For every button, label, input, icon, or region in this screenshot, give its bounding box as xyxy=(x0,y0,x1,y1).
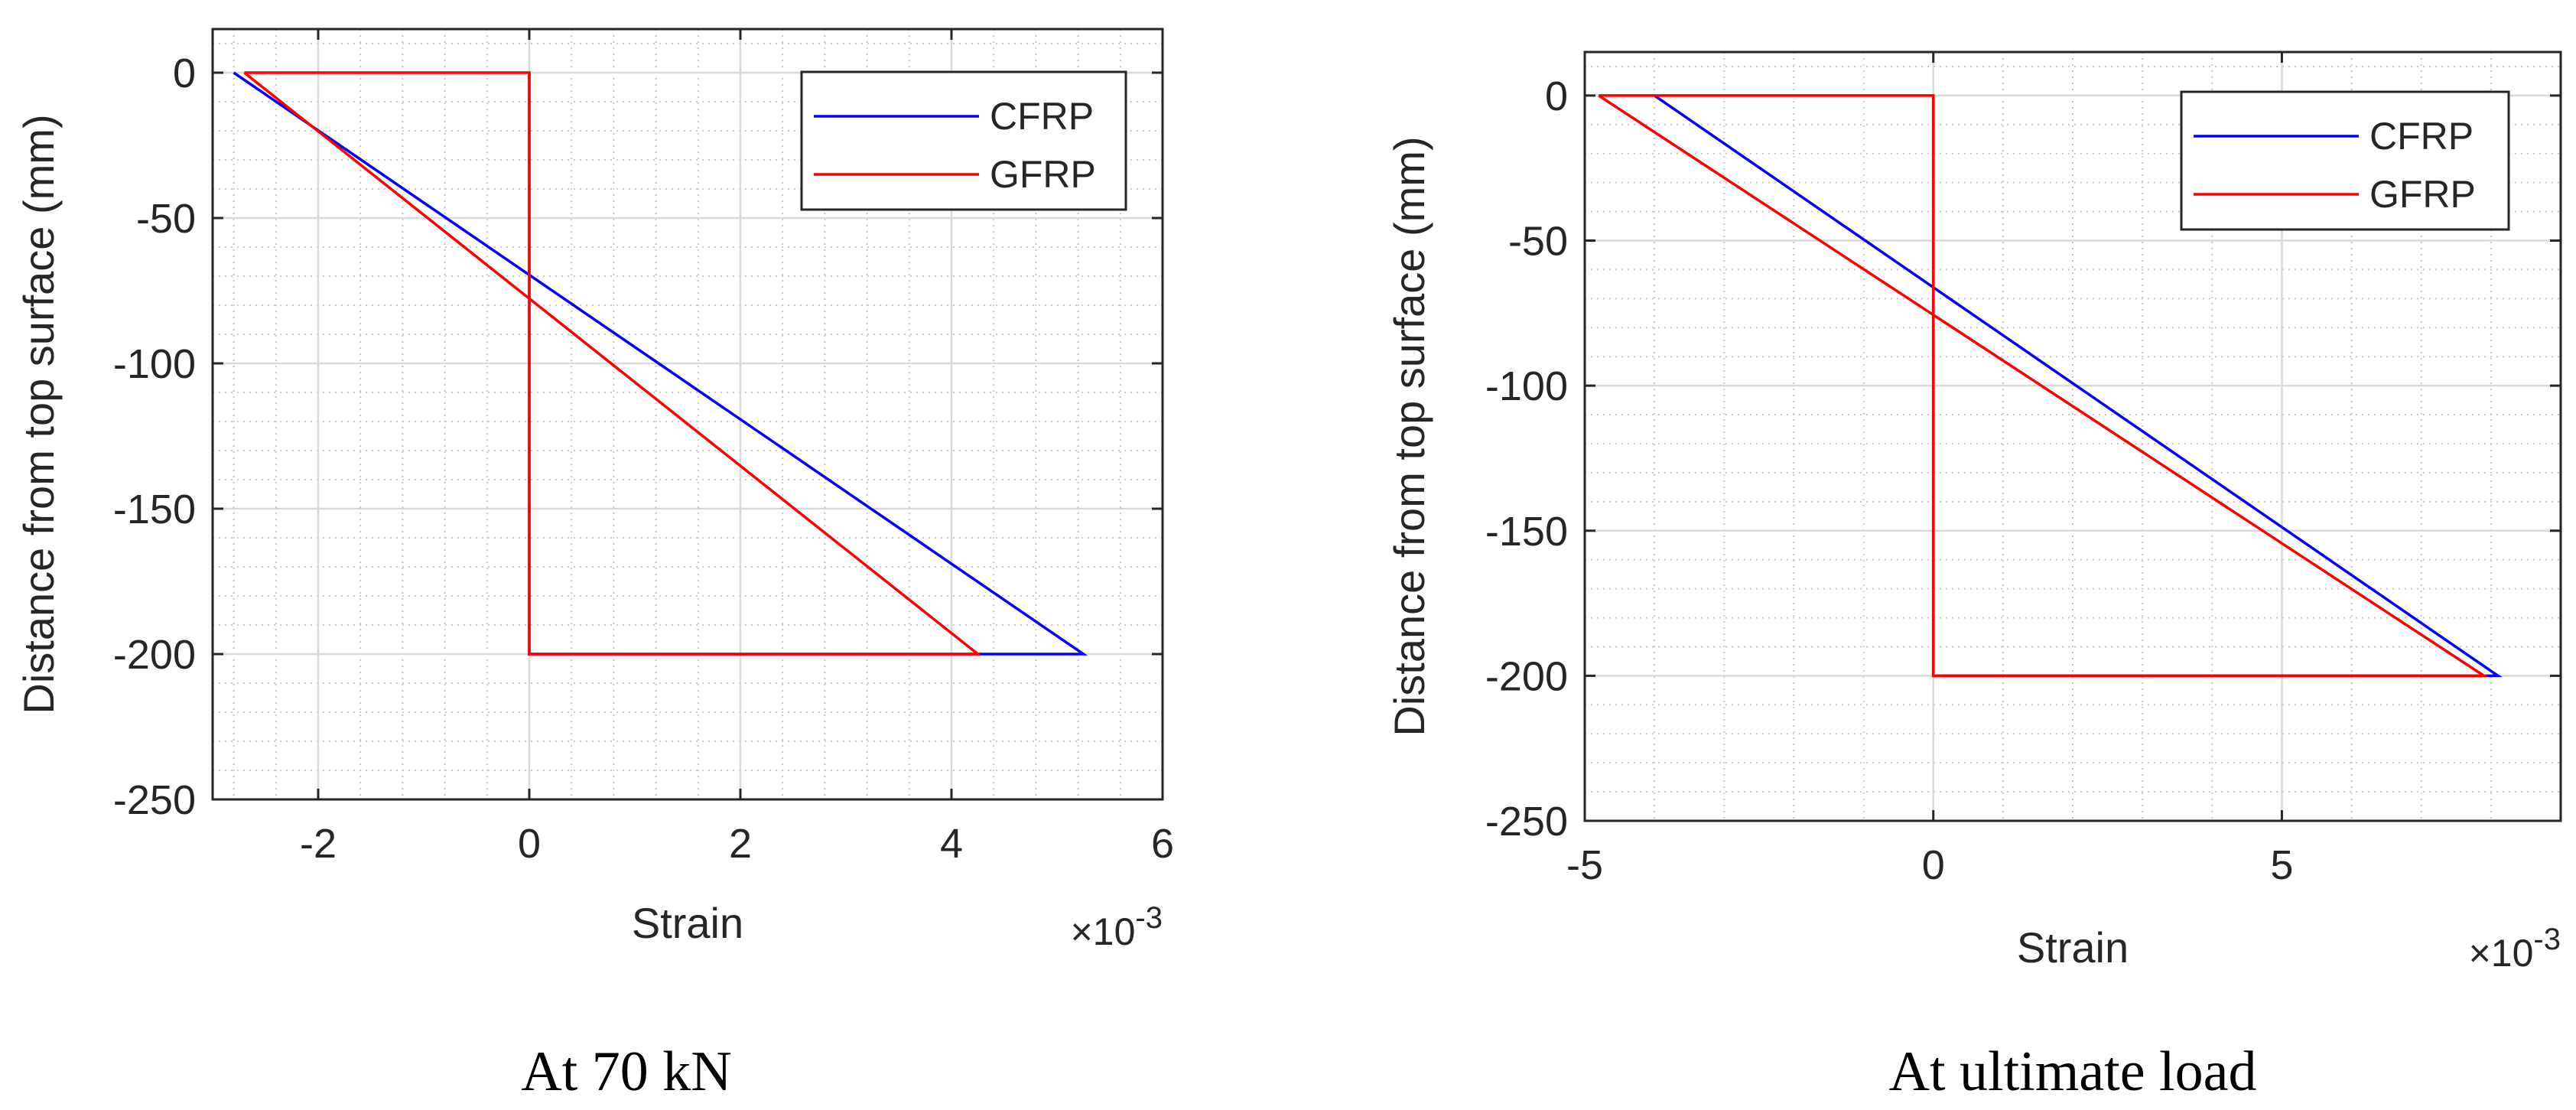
x-exponent-label: ×10-3 xyxy=(1071,901,1163,953)
y-tick-label: -100 xyxy=(1485,363,1568,409)
x-exponent-power: -3 xyxy=(2533,923,2561,956)
legend: CFRP GFRP xyxy=(800,70,1127,211)
axes-box xyxy=(1583,50,2562,822)
y-tick-label: -50 xyxy=(136,196,196,242)
chart-caption: At 70 kN xyxy=(521,1040,731,1103)
legend-label-cfrp: CFRP xyxy=(2369,115,2474,158)
x-tick-label: 0 xyxy=(1922,842,1945,888)
x-axis-label: Strain xyxy=(632,899,743,947)
y-tick-label: 0 xyxy=(173,50,196,96)
y-axis-label: Distance from top surface (mm) xyxy=(15,114,63,714)
legend-label-gfrp: GFRP xyxy=(990,153,1096,196)
x-exponent-base: ×10 xyxy=(2469,932,2534,975)
legend: CFRP GFRP xyxy=(2180,90,2510,231)
y-tick-label: -200 xyxy=(1485,653,1568,699)
y-axis-label: Distance from top surface (mm) xyxy=(1385,136,1433,736)
y-tick-label: -150 xyxy=(1485,509,1568,555)
x-exponent-power: -3 xyxy=(1135,901,1163,935)
x-tick-label: -2 xyxy=(300,821,337,867)
x-axis-label: Strain xyxy=(2017,923,2129,972)
chart-caption: At ultimate load xyxy=(1889,1040,2257,1103)
y-tick-label: -150 xyxy=(113,487,196,532)
legend-box xyxy=(2180,90,2510,231)
y-tick-label: -200 xyxy=(113,632,196,678)
legend-label-gfrp: GFRP xyxy=(2369,173,2476,216)
chart-1: -2 0 2 4 6 0 -50 -100 -150 -200 -250 Strain Distance… xyxy=(15,28,1174,1103)
x-tick-label: 6 xyxy=(1151,821,1174,867)
legend-box xyxy=(800,70,1127,211)
x-tick-label: 5 xyxy=(2270,842,2293,888)
y-tick-label: -50 xyxy=(1508,219,1568,265)
x-tick-label: 2 xyxy=(729,821,752,867)
series-line-gfrp xyxy=(1598,94,2489,678)
y-tick-label: -250 xyxy=(1485,799,1568,845)
legend-label-cfrp: CFRP xyxy=(990,95,1094,138)
axes-box xyxy=(211,28,1164,801)
y-tick-label: -250 xyxy=(113,777,196,823)
x-tick-label: 4 xyxy=(940,821,963,867)
y-tick-label: 0 xyxy=(1545,73,1568,119)
y-tick-label: -100 xyxy=(113,341,196,387)
series-line-gfrp xyxy=(243,71,982,656)
x-exponent-base: ×10 xyxy=(1071,910,1136,953)
x-exponent-label: ×10-3 xyxy=(2469,923,2561,975)
x-tick-label: -5 xyxy=(1566,842,1603,888)
x-tick-label: 0 xyxy=(518,821,541,867)
